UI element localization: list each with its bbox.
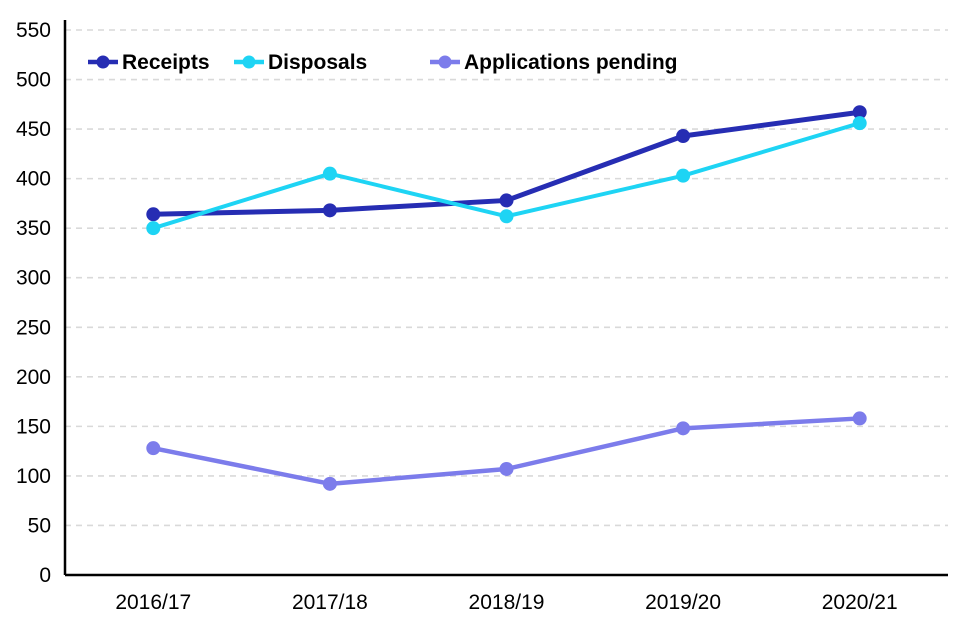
x-tick-label: 2020/21 [822,591,898,614]
legend-marker-dot [438,55,452,69]
y-tick-label: 300 [16,267,51,290]
data-point-receipts [146,207,161,222]
y-tick-label: 550 [16,19,51,42]
y-tick-label: 100 [16,465,51,488]
y-tick-label: 400 [16,168,51,191]
data-point-applications-pending [676,421,691,436]
data-point-applications-pending [852,411,867,426]
y-tick-label: 500 [16,69,51,92]
data-point-disposals [322,166,337,181]
data-point-disposals [146,221,161,236]
data-point-disposals [676,168,691,183]
data-point-receipts [322,203,337,218]
legend-marker-dot [96,55,110,69]
legend-label: Applications pending [464,51,678,74]
data-point-applications-pending [146,441,161,456]
legend-marker-dot [242,55,256,69]
data-point-receipts [852,105,867,120]
y-tick-label: 50 [28,514,51,537]
legend-label: Receipts [122,51,210,74]
y-tick-label: 350 [16,217,51,240]
data-point-receipts [676,129,691,144]
legend-label: Disposals [268,51,367,74]
data-point-applications-pending [322,476,337,491]
x-tick-label: 2018/19 [469,591,545,614]
data-point-applications-pending [499,461,514,476]
y-tick-label: 200 [16,366,51,389]
y-tick-label: 0 [39,564,51,587]
y-tick-label: 250 [16,316,51,339]
y-tick-label: 150 [16,415,51,438]
y-tick-label: 450 [16,118,51,141]
data-point-receipts [499,193,514,208]
data-point-disposals [499,209,514,224]
data-point-disposals [852,116,867,131]
x-tick-label: 2017/18 [292,591,368,614]
x-tick-label: 2016/17 [115,591,191,614]
x-tick-label: 2019/20 [645,591,721,614]
